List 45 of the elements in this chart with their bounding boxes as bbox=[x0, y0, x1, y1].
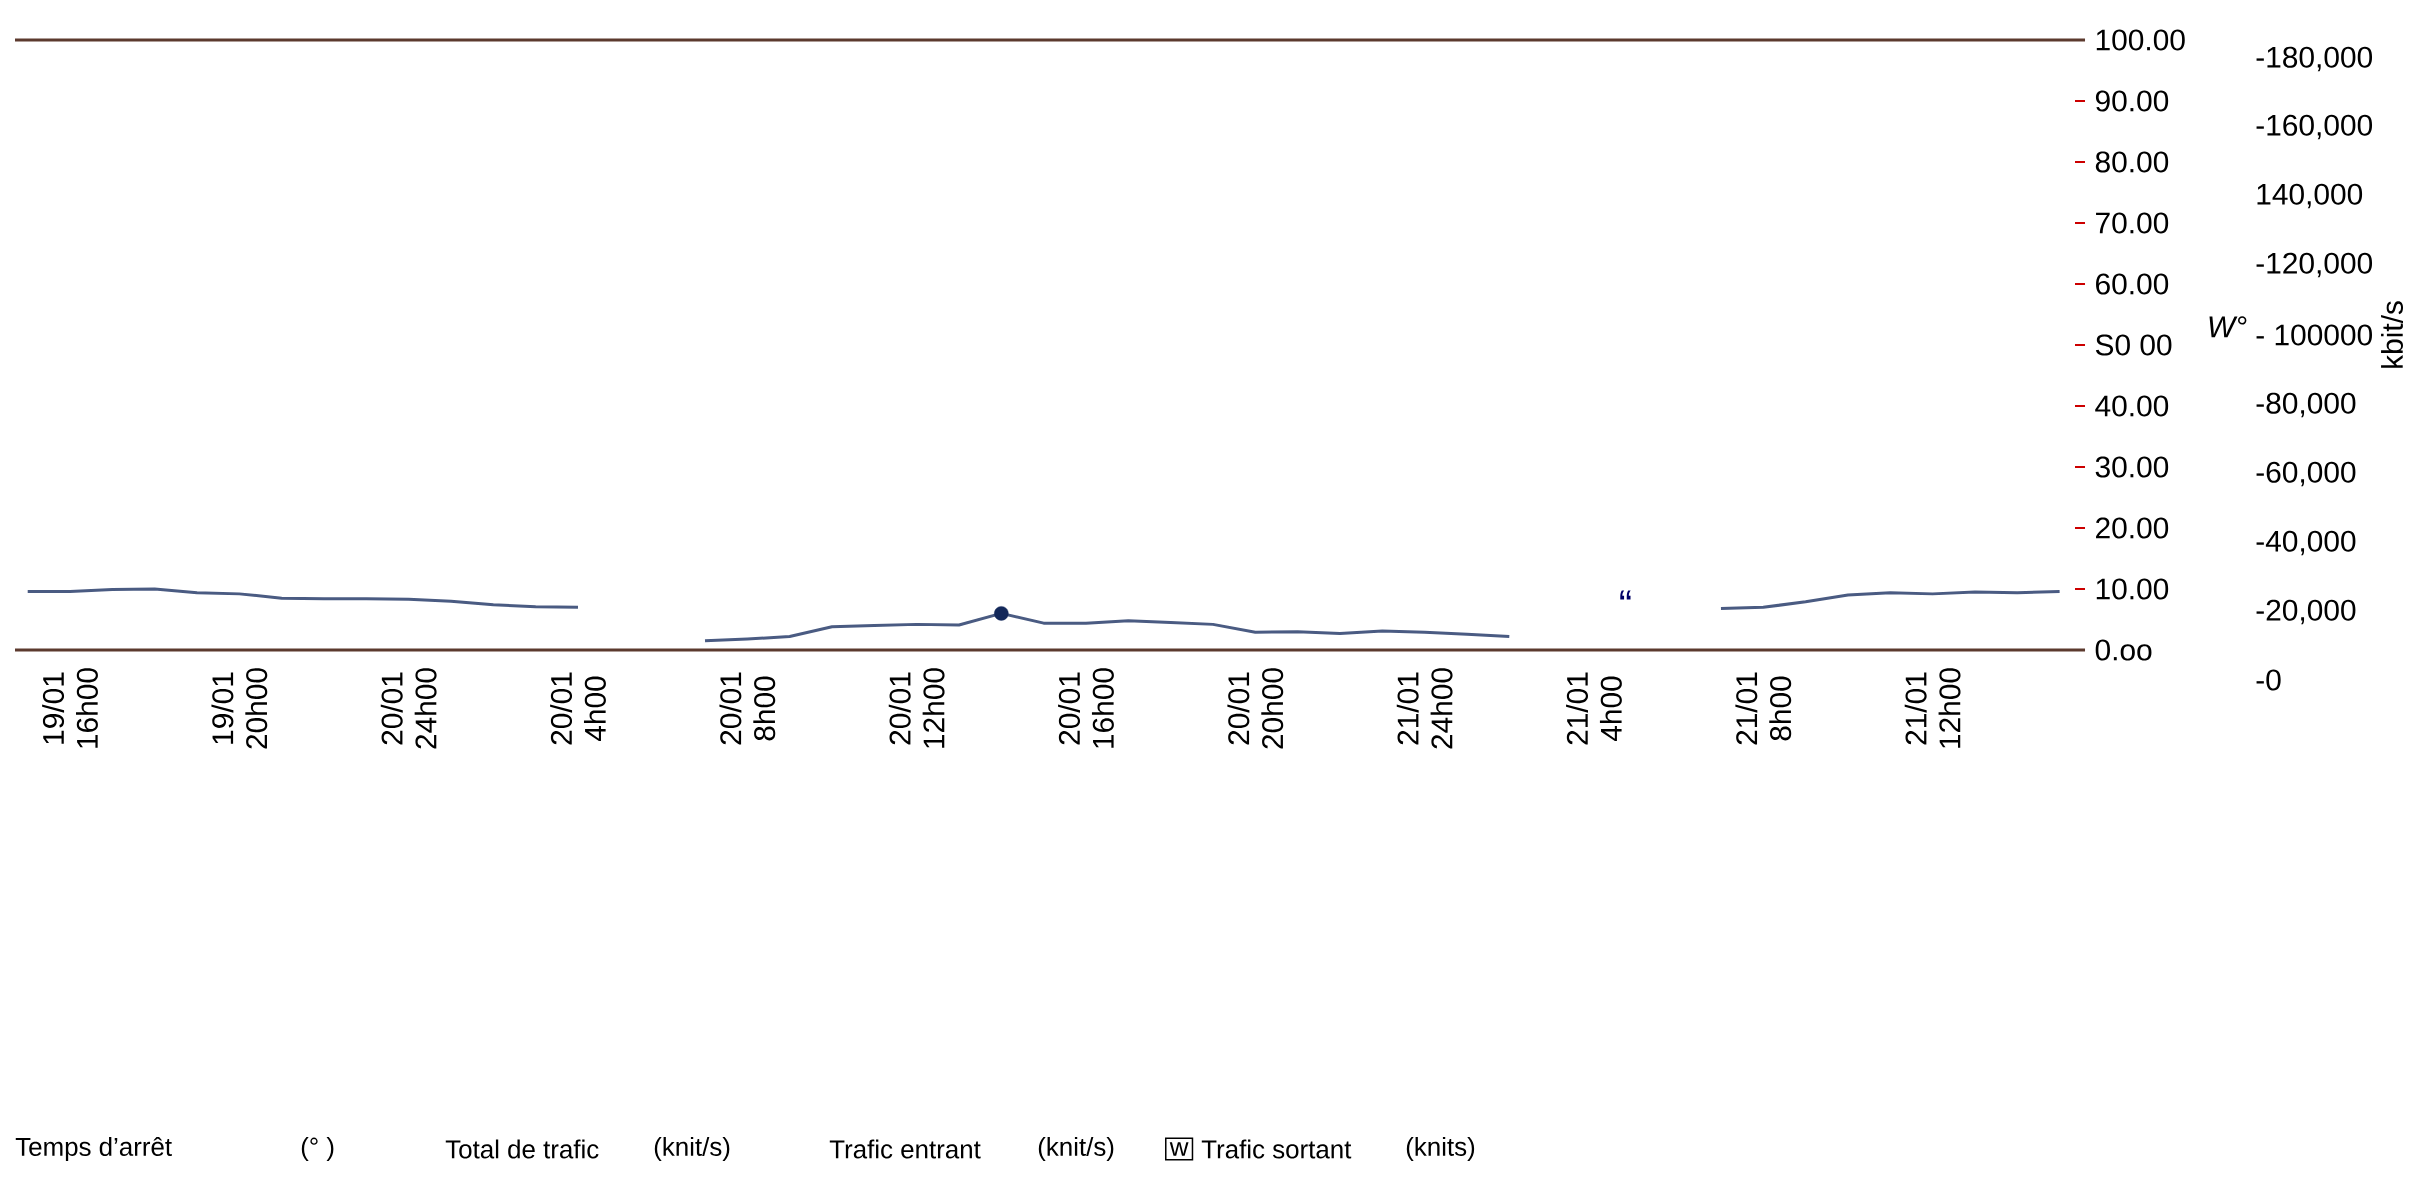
text: kbit/s bbox=[2381, 301, 2404, 368]
annotation: “ bbox=[1620, 590, 1631, 600]
y-tick-label: 0.oo bbox=[2095, 639, 2152, 661]
x-tick-label: 21/01 24h00 bbox=[1396, 668, 1453, 749]
text: -0 bbox=[2256, 669, 2281, 691]
text: (knits) bbox=[1406, 1136, 1475, 1162]
x-tick-label: 20/01 16h00 bbox=[1058, 668, 1114, 748]
text: Trafic sortant bbox=[1201, 1139, 1352, 1159]
y-tick-label: S0 00 bbox=[2095, 334, 2172, 356]
y-tick-label: 60.00 bbox=[2096, 273, 2169, 295]
y-tick-label: 80.00 bbox=[2095, 151, 2169, 173]
text: -60,000 bbox=[2256, 461, 2356, 487]
y-tick-label: 100.00 bbox=[2096, 29, 2185, 51]
text: -180,000 bbox=[2256, 46, 2373, 72]
y-tick-label: 10.00 bbox=[2096, 578, 2169, 600]
x-tick-label: 19/01 16h00 bbox=[42, 668, 98, 748]
text: -20,000 bbox=[2256, 599, 2356, 625]
x-tick-label: 20/01 4h00 bbox=[550, 672, 606, 745]
x-tick-label: 21/01 12h00 bbox=[1904, 668, 1961, 748]
text: -40,000 bbox=[2256, 530, 2356, 556]
y-axis-title: W° bbox=[2209, 316, 2247, 338]
text: Total de trafic bbox=[445, 1139, 599, 1159]
text: (° ) bbox=[301, 1136, 334, 1162]
x-tick-label: 20/01 20h00 bbox=[1227, 668, 1284, 749]
x-tick-label: 20/01 12h00 bbox=[888, 668, 945, 748]
y-tick-label: 20.00 bbox=[2096, 517, 2169, 539]
x-tick-label: 21/01 8h00 bbox=[1735, 672, 1792, 745]
x-tick-label: 20/01 24h00 bbox=[380, 668, 437, 749]
text: (knit/s) bbox=[654, 1136, 730, 1162]
text: w bbox=[1169, 1142, 1189, 1156]
text: -80,000 bbox=[2256, 392, 2356, 418]
text: 140,000 bbox=[2257, 183, 2363, 209]
x-tick-label: 19/01 20h00 bbox=[211, 668, 268, 749]
text: (knit/s) bbox=[1038, 1136, 1114, 1162]
text: Trafic entrant bbox=[829, 1139, 981, 1159]
y-tick-label: 30.00 bbox=[2095, 456, 2169, 478]
text: - 100000 bbox=[2256, 324, 2372, 346]
y-tick-label: 40.00 bbox=[2095, 395, 2169, 417]
text: -120,000 bbox=[2256, 252, 2373, 278]
y-tick-label: 90.00 bbox=[2095, 90, 2169, 112]
text: Temps d’arrêt bbox=[15, 1136, 172, 1162]
x-tick-label: 20/01 8h00 bbox=[719, 672, 776, 745]
x-tick-label: 21/01 4h00 bbox=[1566, 672, 1622, 745]
text: -160,000 bbox=[2256, 114, 2373, 140]
y-tick-label: 70.00 bbox=[2096, 212, 2169, 234]
